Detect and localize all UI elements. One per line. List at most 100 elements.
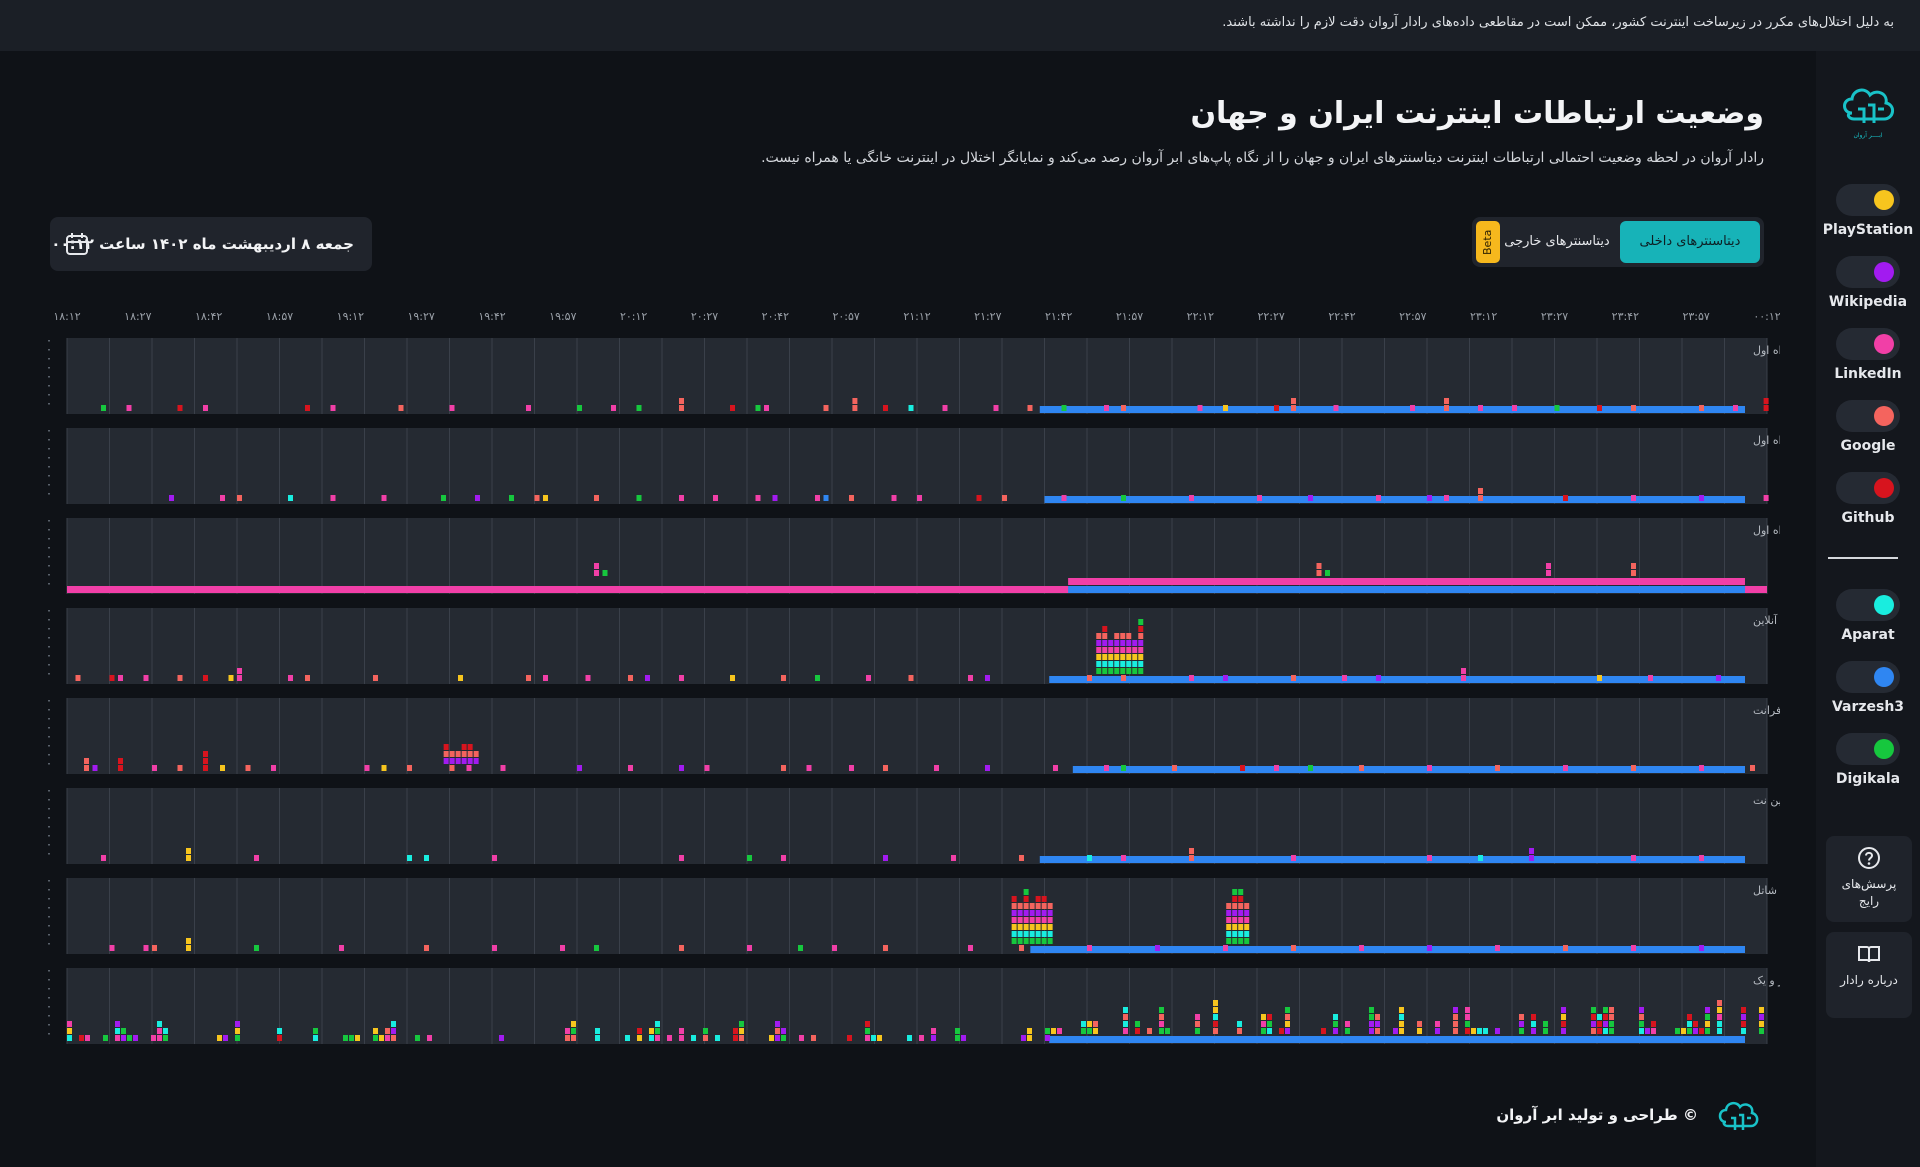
event-cell <box>1285 1007 1290 1013</box>
tab-internal-datacenters[interactable]: دیتاسنترهای داخلی <box>1620 221 1760 263</box>
service-toggle-playstation[interactable]: PlayStation <box>1816 184 1920 238</box>
event-cell <box>1213 1014 1218 1020</box>
service-toggle-aparat[interactable]: Aparat <box>1816 589 1920 643</box>
event-cell <box>126 405 132 411</box>
toggle-switch[interactable] <box>1836 400 1900 432</box>
varzesh3-color-dot <box>1874 667 1894 687</box>
y-tick <box>48 610 50 612</box>
burst-cell <box>1029 910 1035 916</box>
event-cell <box>1609 1014 1614 1020</box>
event-cell <box>1195 1028 1200 1034</box>
event-cell <box>755 495 761 501</box>
event-cell <box>1495 945 1500 951</box>
event-cell <box>217 1035 222 1041</box>
service-toggle-github[interactable]: Github <box>1816 472 1920 526</box>
event-cell <box>1285 1028 1290 1034</box>
event-cell <box>847 1035 852 1041</box>
burst-cell <box>1114 640 1120 646</box>
event-cell <box>560 945 565 951</box>
burst-cell <box>461 751 467 757</box>
event-cell <box>883 855 888 861</box>
event-cell <box>1027 405 1033 411</box>
event-cell <box>679 405 684 411</box>
service-toggle-google[interactable]: Google <box>1816 400 1920 454</box>
event-cell <box>101 405 106 411</box>
event-cell <box>1267 1014 1272 1020</box>
varzesh3-outage-bar <box>1044 496 1745 503</box>
event-cell <box>1417 1028 1422 1034</box>
toggle-switch[interactable] <box>1836 733 1900 765</box>
toggle-switch[interactable] <box>1836 661 1900 693</box>
event-cell <box>1223 675 1228 681</box>
event-cell <box>1444 398 1449 404</box>
event-cell <box>679 855 684 861</box>
y-tick <box>48 718 50 720</box>
x-tick-label: ۱۸:۱۲ <box>53 310 80 323</box>
y-tick <box>48 970 50 972</box>
event-cell <box>391 1028 396 1034</box>
event-cell <box>1763 405 1769 411</box>
event-cell <box>1478 488 1483 494</box>
service-toggle-linkedin[interactable]: LinkedIn <box>1816 328 1920 382</box>
date-picker[interactable]: جمعه ۸ اردیبهشت ماه ۱۴۰۲ ساعت ۰۰:۱۲ <box>50 217 372 271</box>
event-cell <box>565 1028 570 1034</box>
tab-external-datacenters[interactable]: دیتاسنترهای خارجی <box>1504 234 1610 249</box>
arvan-logo-icon[interactable]: ابــــر آروان <box>1838 83 1898 141</box>
event-cell <box>1369 1028 1374 1034</box>
faq-button[interactable]: پرسش‌های رایج <box>1826 836 1912 922</box>
calendar-icon[interactable] <box>64 231 90 257</box>
event-cell <box>1705 1014 1710 1020</box>
burst-cell <box>1102 647 1108 653</box>
event-cell <box>811 1035 816 1041</box>
toggle-switch[interactable] <box>1836 256 1900 288</box>
event-cell <box>1135 1021 1140 1027</box>
toggle-switch[interactable] <box>1836 589 1900 621</box>
burst-cell <box>1023 938 1029 944</box>
service-toggle-varzesh3[interactable]: Varzesh3 <box>1816 661 1920 715</box>
x-tick-label: ۰۰:۱۲ <box>1753 310 1780 323</box>
event-cell <box>1189 675 1194 681</box>
toggle-switch[interactable] <box>1836 472 1900 504</box>
burst-cell <box>1047 917 1053 923</box>
toggle-switch[interactable] <box>1836 184 1900 216</box>
x-tick-label: ۲۲:۱۲ <box>1187 310 1214 323</box>
event-cell <box>934 765 939 771</box>
burst-cell <box>1244 938 1250 944</box>
event-cell <box>628 765 633 771</box>
burst-cell <box>1244 910 1250 916</box>
event-cell <box>67 1021 72 1027</box>
event-cell <box>305 405 310 411</box>
event-cell <box>79 1035 84 1041</box>
logo-caption: ابــــر آروان <box>1853 130 1882 139</box>
y-tick <box>48 754 50 756</box>
burst-cell <box>1114 668 1120 674</box>
event-cell <box>1631 405 1636 411</box>
x-tick-label: ۱۸:۲۷ <box>124 310 151 323</box>
event-cell <box>143 675 149 681</box>
event-cell <box>655 1021 660 1027</box>
event-cell <box>1453 1007 1458 1013</box>
y-tick <box>48 934 50 936</box>
event-cell <box>1333 1021 1338 1027</box>
toggle-switch[interactable] <box>1836 328 1900 360</box>
event-cell <box>1321 1028 1326 1034</box>
event-cell <box>543 675 548 681</box>
event-cell <box>118 765 123 771</box>
y-tick <box>48 925 50 927</box>
event-cell <box>1291 675 1296 681</box>
event-cell <box>475 495 480 501</box>
event-cell <box>391 1021 396 1027</box>
service-toggle-digikala[interactable]: Digikala <box>1816 733 1920 787</box>
burst-cell <box>443 751 449 757</box>
service-toggle-wikipedia[interactable]: Wikipedia <box>1816 256 1920 310</box>
event-cell <box>526 675 531 681</box>
event-cell <box>849 765 854 771</box>
y-tick <box>48 835 50 837</box>
event-cell <box>1687 1014 1692 1020</box>
about-button[interactable]: درباره رادار <box>1826 932 1912 1018</box>
x-tick-label: ۲۱:۱۲ <box>903 310 930 323</box>
service-label: Google <box>1840 438 1896 454</box>
event-cell <box>594 563 599 569</box>
event-cell <box>1733 405 1738 411</box>
event-cell <box>781 855 786 861</box>
